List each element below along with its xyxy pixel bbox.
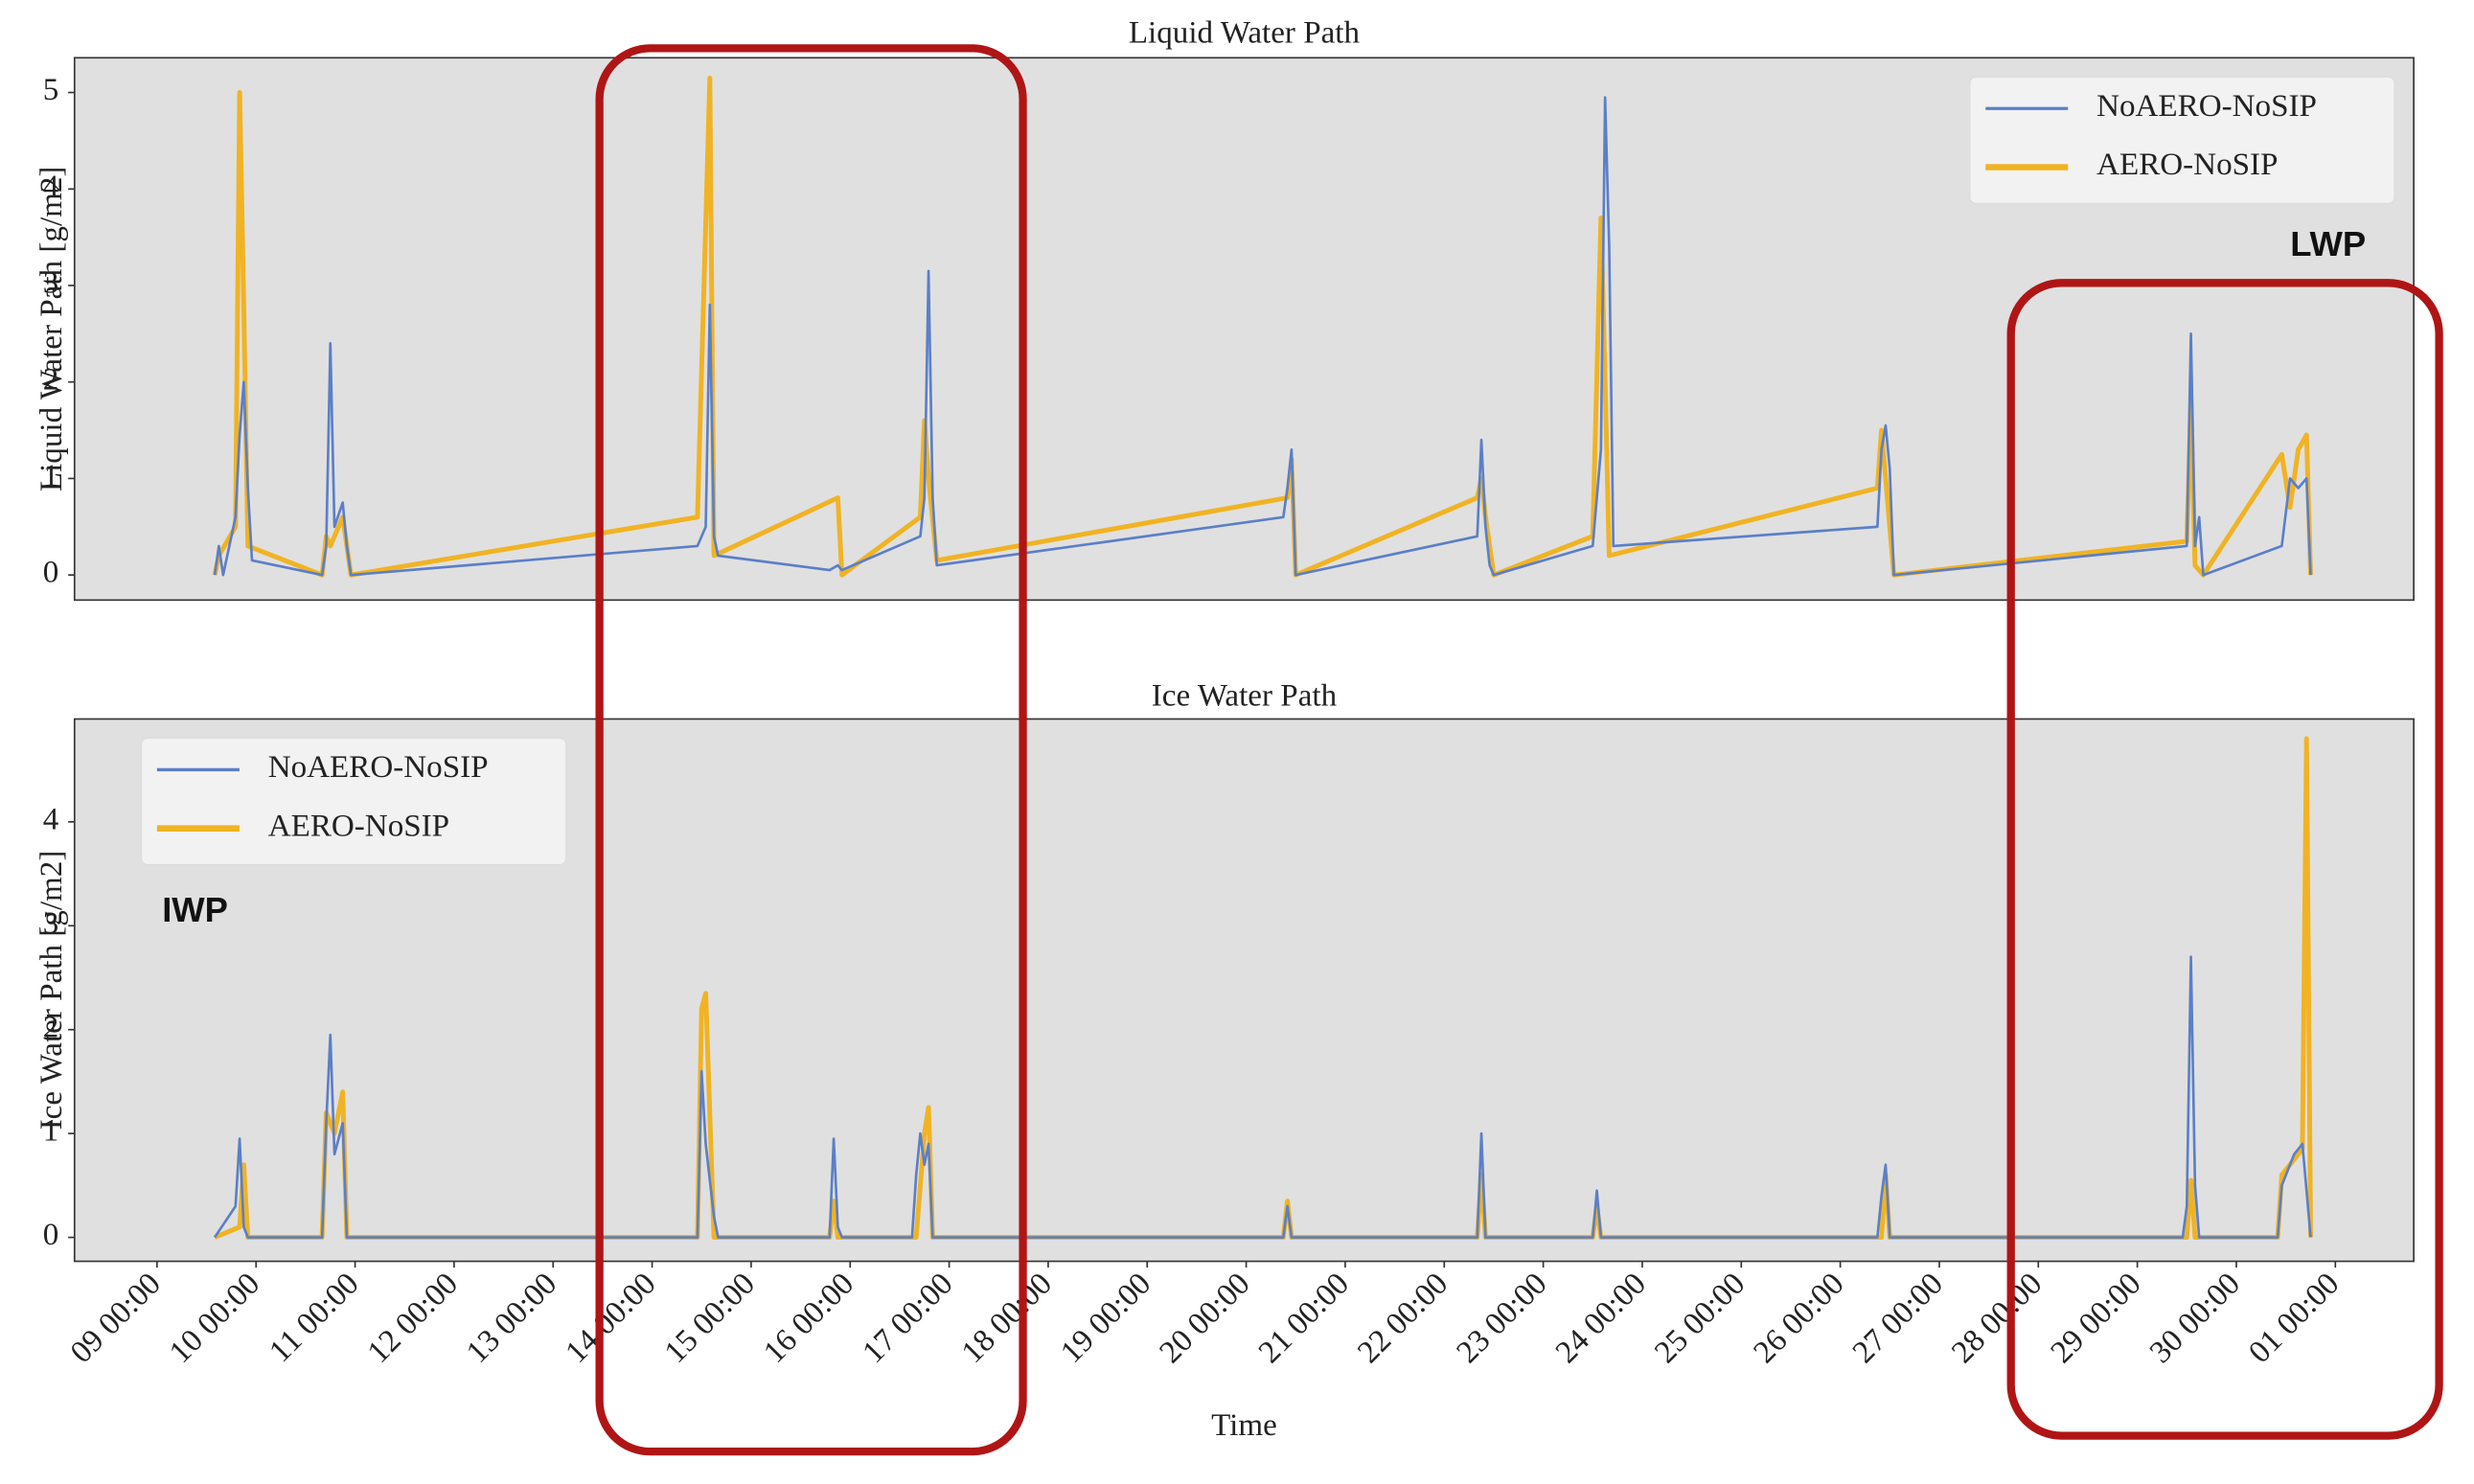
y-tick-label: 0 — [43, 1218, 59, 1252]
line-series — [213, 96, 2312, 577]
legend-label: AERO-NoSIP — [268, 809, 449, 843]
annotation: IWP — [162, 890, 228, 929]
y-tick-label: 3 — [43, 906, 59, 941]
plots: Liquid Water Path Liquid Water Path [g/m2… — [34, 16, 2415, 1443]
highlight-box — [2006, 279, 2443, 1440]
legend-box — [1968, 76, 2396, 205]
highlight-box — [595, 44, 1027, 1456]
y-axis-label: Liquid Water Path [g/m2] — [34, 167, 69, 492]
y-tick-label: 2 — [43, 362, 59, 397]
legend-box — [140, 737, 567, 866]
legend-label: AERO-NoSIP — [2096, 148, 2278, 182]
legend-label: NoAERO-NoSIP — [268, 750, 489, 785]
annotation: LWP — [2290, 224, 2366, 263]
y-tick-label: 1 — [43, 1114, 59, 1149]
y-axis-label: Ice Water Path [g/m2] — [34, 851, 69, 1130]
y-tick-label: 4 — [43, 802, 59, 836]
y-tick-label: 4 — [43, 170, 59, 204]
y-tick-label: 5 — [43, 73, 59, 107]
chart-title: Liquid Water Path — [1129, 16, 1361, 51]
legend-label: NoAERO-NoSIP — [2096, 89, 2317, 124]
chart-title: Ice Water Path — [1152, 679, 1338, 714]
y-tick-label: 3 — [43, 266, 59, 301]
line-series — [214, 955, 2312, 1239]
y-tick-label: 1 — [43, 459, 59, 493]
x-axis-label: Time — [1211, 1408, 1277, 1443]
y-tick-label: 0 — [43, 556, 59, 590]
y-tick-label: 2 — [43, 1010, 59, 1044]
